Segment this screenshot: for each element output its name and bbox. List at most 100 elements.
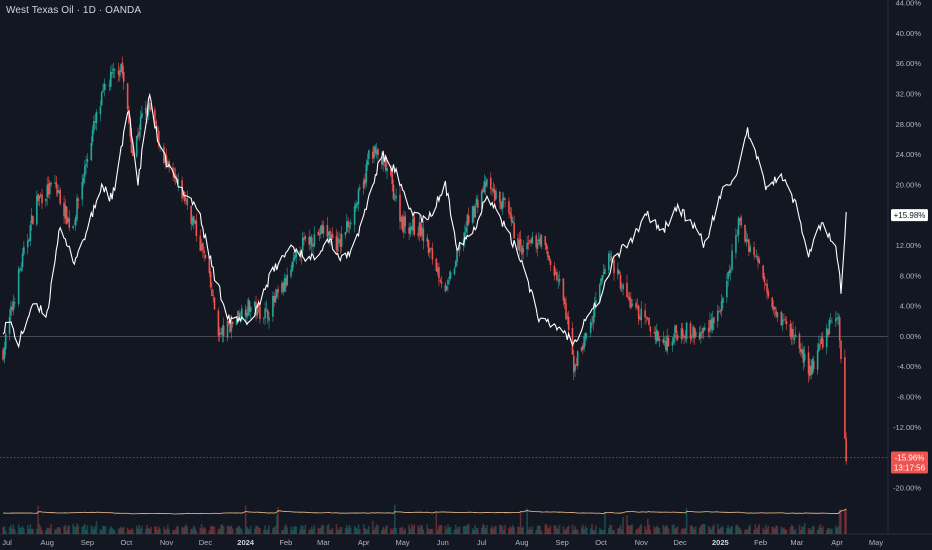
candle-body[interactable] (454, 261, 457, 268)
candle-body[interactable] (707, 327, 710, 333)
candle-body[interactable] (313, 234, 316, 247)
candle-body[interactable] (736, 234, 739, 236)
candle-body[interactable] (517, 238, 519, 250)
candle-body[interactable] (844, 357, 846, 439)
candle-body[interactable] (4, 333, 7, 350)
candle-body[interactable] (702, 327, 705, 333)
candle-body[interactable] (150, 107, 152, 111)
candle-body[interactable] (674, 326, 676, 339)
candle-body[interactable] (789, 323, 792, 337)
candle-body[interactable] (77, 199, 80, 201)
candle-body[interactable] (845, 438, 847, 462)
candle-body[interactable] (565, 303, 567, 320)
candle-body[interactable] (499, 191, 501, 203)
candle-body[interactable] (745, 239, 748, 242)
candle-body[interactable] (45, 198, 47, 202)
candle-body[interactable] (609, 254, 611, 256)
candle-body[interactable] (521, 245, 523, 255)
candle-body[interactable] (36, 195, 38, 225)
candle-body[interactable] (709, 319, 711, 331)
candle-body[interactable] (453, 268, 456, 275)
candle-body[interactable] (108, 84, 111, 86)
candle-body[interactable] (473, 206, 475, 218)
candle-body[interactable] (744, 224, 746, 242)
candle-body[interactable] (592, 315, 595, 323)
candle-body[interactable] (273, 295, 275, 302)
candle-body[interactable] (331, 234, 334, 239)
candle-body[interactable] (426, 237, 429, 242)
candle-body[interactable] (739, 218, 741, 221)
candle-body[interactable] (456, 248, 458, 263)
candle-body[interactable] (775, 310, 777, 316)
candle-body[interactable] (527, 242, 530, 244)
candle-body[interactable] (28, 239, 30, 242)
candle-body[interactable] (111, 71, 113, 74)
candle-body[interactable] (281, 283, 283, 293)
candle-body[interactable] (549, 260, 552, 265)
candle-body[interactable] (104, 84, 107, 86)
candle-body[interactable] (758, 259, 761, 264)
candle-body[interactable] (553, 265, 556, 276)
candle-body[interactable] (676, 334, 679, 340)
candle-body[interactable] (357, 189, 360, 205)
candle-body[interactable] (639, 317, 641, 320)
candle-body[interactable] (637, 305, 640, 319)
candle-body[interactable] (458, 243, 461, 251)
candle-body[interactable] (294, 254, 296, 260)
candle-body[interactable] (502, 197, 505, 201)
candle-body[interactable] (277, 288, 279, 293)
candle-body[interactable] (417, 233, 419, 236)
candle-body[interactable] (427, 239, 430, 254)
candle-body[interactable] (483, 181, 486, 192)
candle-body[interactable] (575, 364, 578, 366)
candle-body[interactable] (130, 135, 133, 153)
candle-body[interactable] (371, 151, 374, 159)
candle-body[interactable] (167, 161, 169, 166)
candle-body[interactable] (253, 301, 256, 307)
candle-body[interactable] (126, 83, 129, 110)
candle-body[interactable] (191, 217, 194, 225)
candle-body[interactable] (26, 240, 29, 248)
candle-body[interactable] (353, 206, 356, 225)
candle-body[interactable] (30, 215, 33, 224)
candle-body[interactable] (689, 323, 692, 340)
candle-body[interactable] (2, 349, 4, 360)
candle-body[interactable] (531, 236, 534, 244)
candle-body[interactable] (613, 259, 615, 273)
candle-body[interactable] (818, 343, 820, 351)
candle-body[interactable] (399, 194, 401, 222)
candle-body[interactable] (602, 272, 605, 274)
candle-body[interactable] (113, 69, 116, 71)
candle-body[interactable] (404, 215, 406, 227)
candle-body[interactable] (737, 218, 740, 235)
candle-body[interactable] (47, 183, 50, 195)
candle-body[interactable] (754, 255, 757, 257)
candle-body[interactable] (471, 206, 474, 223)
candle-body[interactable] (49, 182, 51, 195)
candle-body[interactable] (646, 318, 649, 320)
candle-body[interactable] (356, 202, 358, 206)
candle-body[interactable] (10, 306, 12, 316)
candle-body[interactable] (368, 150, 370, 160)
candle-body[interactable] (440, 281, 443, 284)
candle-body[interactable] (156, 128, 159, 130)
candle-body[interactable] (112, 68, 115, 71)
candle-body[interactable] (8, 316, 11, 334)
candle-body[interactable] (480, 191, 483, 210)
candle-body[interactable] (90, 142, 93, 161)
candle-body[interactable] (38, 195, 41, 200)
candle-body[interactable] (266, 309, 269, 319)
candle-body[interactable] (816, 349, 819, 370)
candle-body[interactable] (348, 226, 351, 228)
candle-body[interactable] (226, 321, 229, 338)
candle-body[interactable] (312, 245, 314, 247)
candle-body[interactable] (209, 271, 212, 288)
candle-body[interactable] (295, 250, 298, 258)
comparison-line-layer[interactable] (2, 92, 847, 349)
candle-body[interactable] (322, 225, 325, 234)
candle-body[interactable] (836, 317, 838, 320)
candle-body[interactable] (194, 220, 196, 225)
candle-body[interactable] (310, 237, 313, 247)
candle-body[interactable] (46, 184, 49, 198)
candle-body[interactable] (358, 187, 361, 189)
